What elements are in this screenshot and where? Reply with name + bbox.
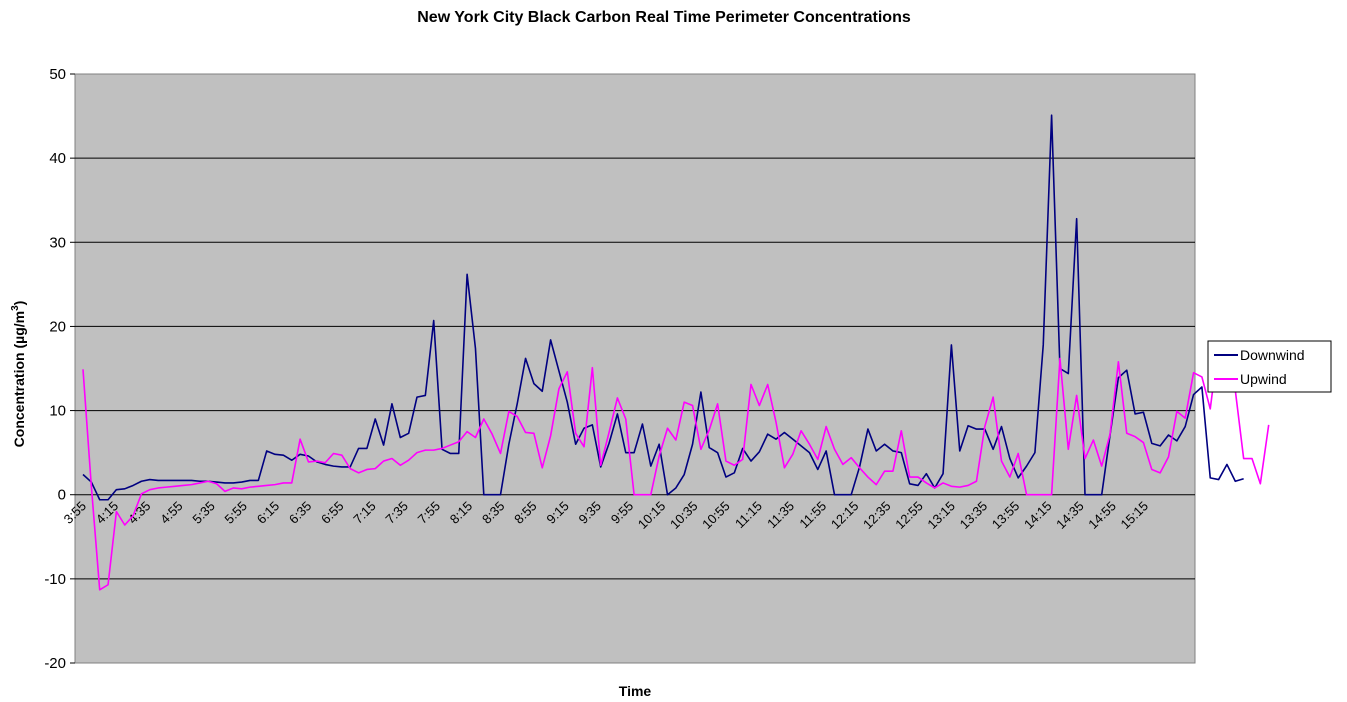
y-axis-title-close: ) bbox=[11, 301, 27, 306]
y-tick-label: 20 bbox=[49, 318, 66, 335]
series-lines bbox=[82, 114, 1270, 591]
y-tick-label: 0 bbox=[58, 487, 66, 504]
y-axis-title-superscript: 3 bbox=[10, 305, 21, 311]
chart-title: New York City Black Carbon Real Time Per… bbox=[417, 9, 911, 26]
y-tick-label: 40 bbox=[49, 150, 66, 167]
series-line-upwind bbox=[82, 342, 1270, 591]
gridlines bbox=[75, 157, 1195, 580]
x-axis-title: Time bbox=[619, 683, 652, 699]
legend: Downwind Upwind bbox=[1207, 340, 1332, 393]
y-tick-label: 30 bbox=[49, 234, 66, 251]
y-axis-title: Concentration (µg/m3) bbox=[10, 301, 27, 448]
legend-label-downwind: Downwind bbox=[1240, 347, 1305, 363]
y-tick-label: -20 bbox=[44, 655, 66, 672]
legend-box bbox=[1207, 340, 1332, 393]
y-axis-ticks: -20 -10 0 10 20 30 40 50 bbox=[44, 66, 75, 672]
series-line-downwind bbox=[82, 114, 1244, 501]
legend-label-upwind: Upwind bbox=[1240, 371, 1287, 387]
y-tick-label: 10 bbox=[49, 403, 66, 420]
y-tick-label: 50 bbox=[49, 66, 66, 83]
plot-area bbox=[74, 73, 1196, 664]
y-tick-label: -10 bbox=[44, 571, 66, 588]
